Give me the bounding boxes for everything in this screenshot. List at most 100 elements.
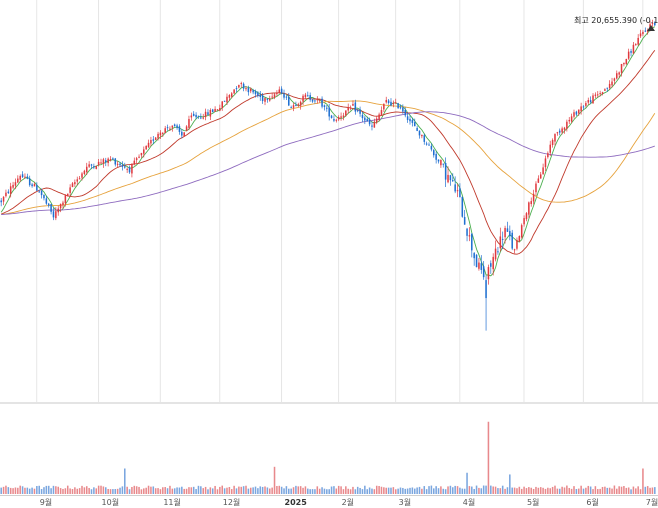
volume-bar: [261, 486, 264, 494]
volume-bar: [563, 487, 566, 494]
volume-bar: [88, 487, 90, 494]
candle: [516, 237, 518, 251]
volume-bar: [566, 485, 568, 494]
volume-bar: [93, 487, 95, 494]
candle: [442, 163, 445, 168]
candle: [114, 157, 117, 167]
candle: [230, 92, 233, 99]
moving-averages: [0, 26, 656, 277]
volume-bar: [314, 489, 316, 494]
volume-bar: [501, 485, 504, 494]
candle: [404, 107, 407, 118]
candle: [644, 27, 647, 33]
candle: [409, 115, 411, 125]
volume-bar: [630, 489, 632, 494]
volume-bar: [259, 486, 262, 494]
volume-bar: [24, 487, 26, 494]
volume-bar: [26, 487, 29, 494]
candle: [183, 132, 185, 137]
candle: [471, 233, 473, 258]
volume-bar: [299, 486, 302, 494]
volume-bar: [5, 485, 7, 494]
candle: [152, 135, 155, 145]
candle: [38, 189, 40, 193]
candle: [112, 157, 114, 160]
candle: [632, 42, 635, 54]
candle: [33, 182, 36, 187]
volume-bar: [271, 487, 273, 494]
candle: [383, 103, 385, 112]
candle: [102, 157, 105, 168]
volume-bar: [499, 488, 502, 494]
volume-bar: [102, 486, 105, 494]
candle: [570, 113, 573, 124]
volume-bar: [166, 488, 169, 494]
candle: [461, 196, 464, 218]
candle: [36, 182, 38, 191]
volume-bar: [549, 488, 552, 494]
candle: [192, 111, 195, 117]
volume-bar: [399, 487, 402, 494]
candle: [2, 196, 5, 206]
volume-bar: [373, 489, 376, 494]
volume-bar: [642, 468, 644, 494]
volume-bar: [200, 486, 202, 494]
candle: [83, 169, 86, 176]
volume-bar: [644, 486, 647, 494]
candle: [138, 154, 140, 159]
candle: [587, 97, 590, 105]
volume-bar: [352, 486, 354, 494]
volume-bar: [254, 486, 257, 494]
candle: [314, 99, 316, 104]
volume-bar: [411, 487, 414, 494]
volume-bar: [273, 466, 276, 494]
candle: [608, 80, 611, 90]
volume-bar: [126, 486, 128, 494]
month-label: 7월: [646, 497, 658, 507]
volume-bar: [178, 487, 181, 494]
candle: [440, 159, 442, 168]
candle: [447, 166, 449, 184]
volume-bar: [573, 486, 575, 494]
candle: [104, 157, 107, 167]
candle: [19, 174, 21, 182]
volume-bar: [437, 488, 440, 494]
candle: [520, 223, 523, 239]
volume-bar: [385, 487, 388, 494]
volume-bar: [233, 485, 235, 494]
volume-bar: [447, 486, 449, 494]
volume-bar: [494, 486, 497, 494]
volume-bar: [468, 486, 471, 494]
candle: [646, 28, 649, 35]
candle: [613, 77, 616, 85]
candle: [133, 157, 136, 166]
candle: [430, 143, 433, 152]
candle: [642, 30, 644, 37]
volume-bar: [188, 487, 190, 494]
candle: [188, 115, 190, 131]
candle: [639, 29, 642, 39]
volume-bar: [328, 489, 330, 494]
volume-bar: [418, 486, 421, 494]
volume-bar: [347, 488, 349, 494]
candle: [368, 117, 371, 127]
candle: [475, 254, 478, 268]
candle: [399, 104, 402, 110]
volume-bar: [340, 486, 342, 494]
candle: [173, 123, 176, 127]
volume-bars: [0, 421, 656, 494]
candle: [17, 175, 19, 184]
candle: [88, 161, 90, 168]
candle: [140, 152, 143, 158]
candle: [509, 225, 511, 241]
volume-bar: [570, 488, 573, 494]
candle: [261, 92, 264, 104]
candle: [323, 104, 326, 111]
volume-bar: [416, 487, 418, 494]
volume-bar: [318, 488, 321, 494]
candle: [330, 114, 333, 119]
volume-bar: [333, 486, 335, 494]
volume-bar: [104, 487, 107, 494]
candle: [238, 84, 240, 89]
